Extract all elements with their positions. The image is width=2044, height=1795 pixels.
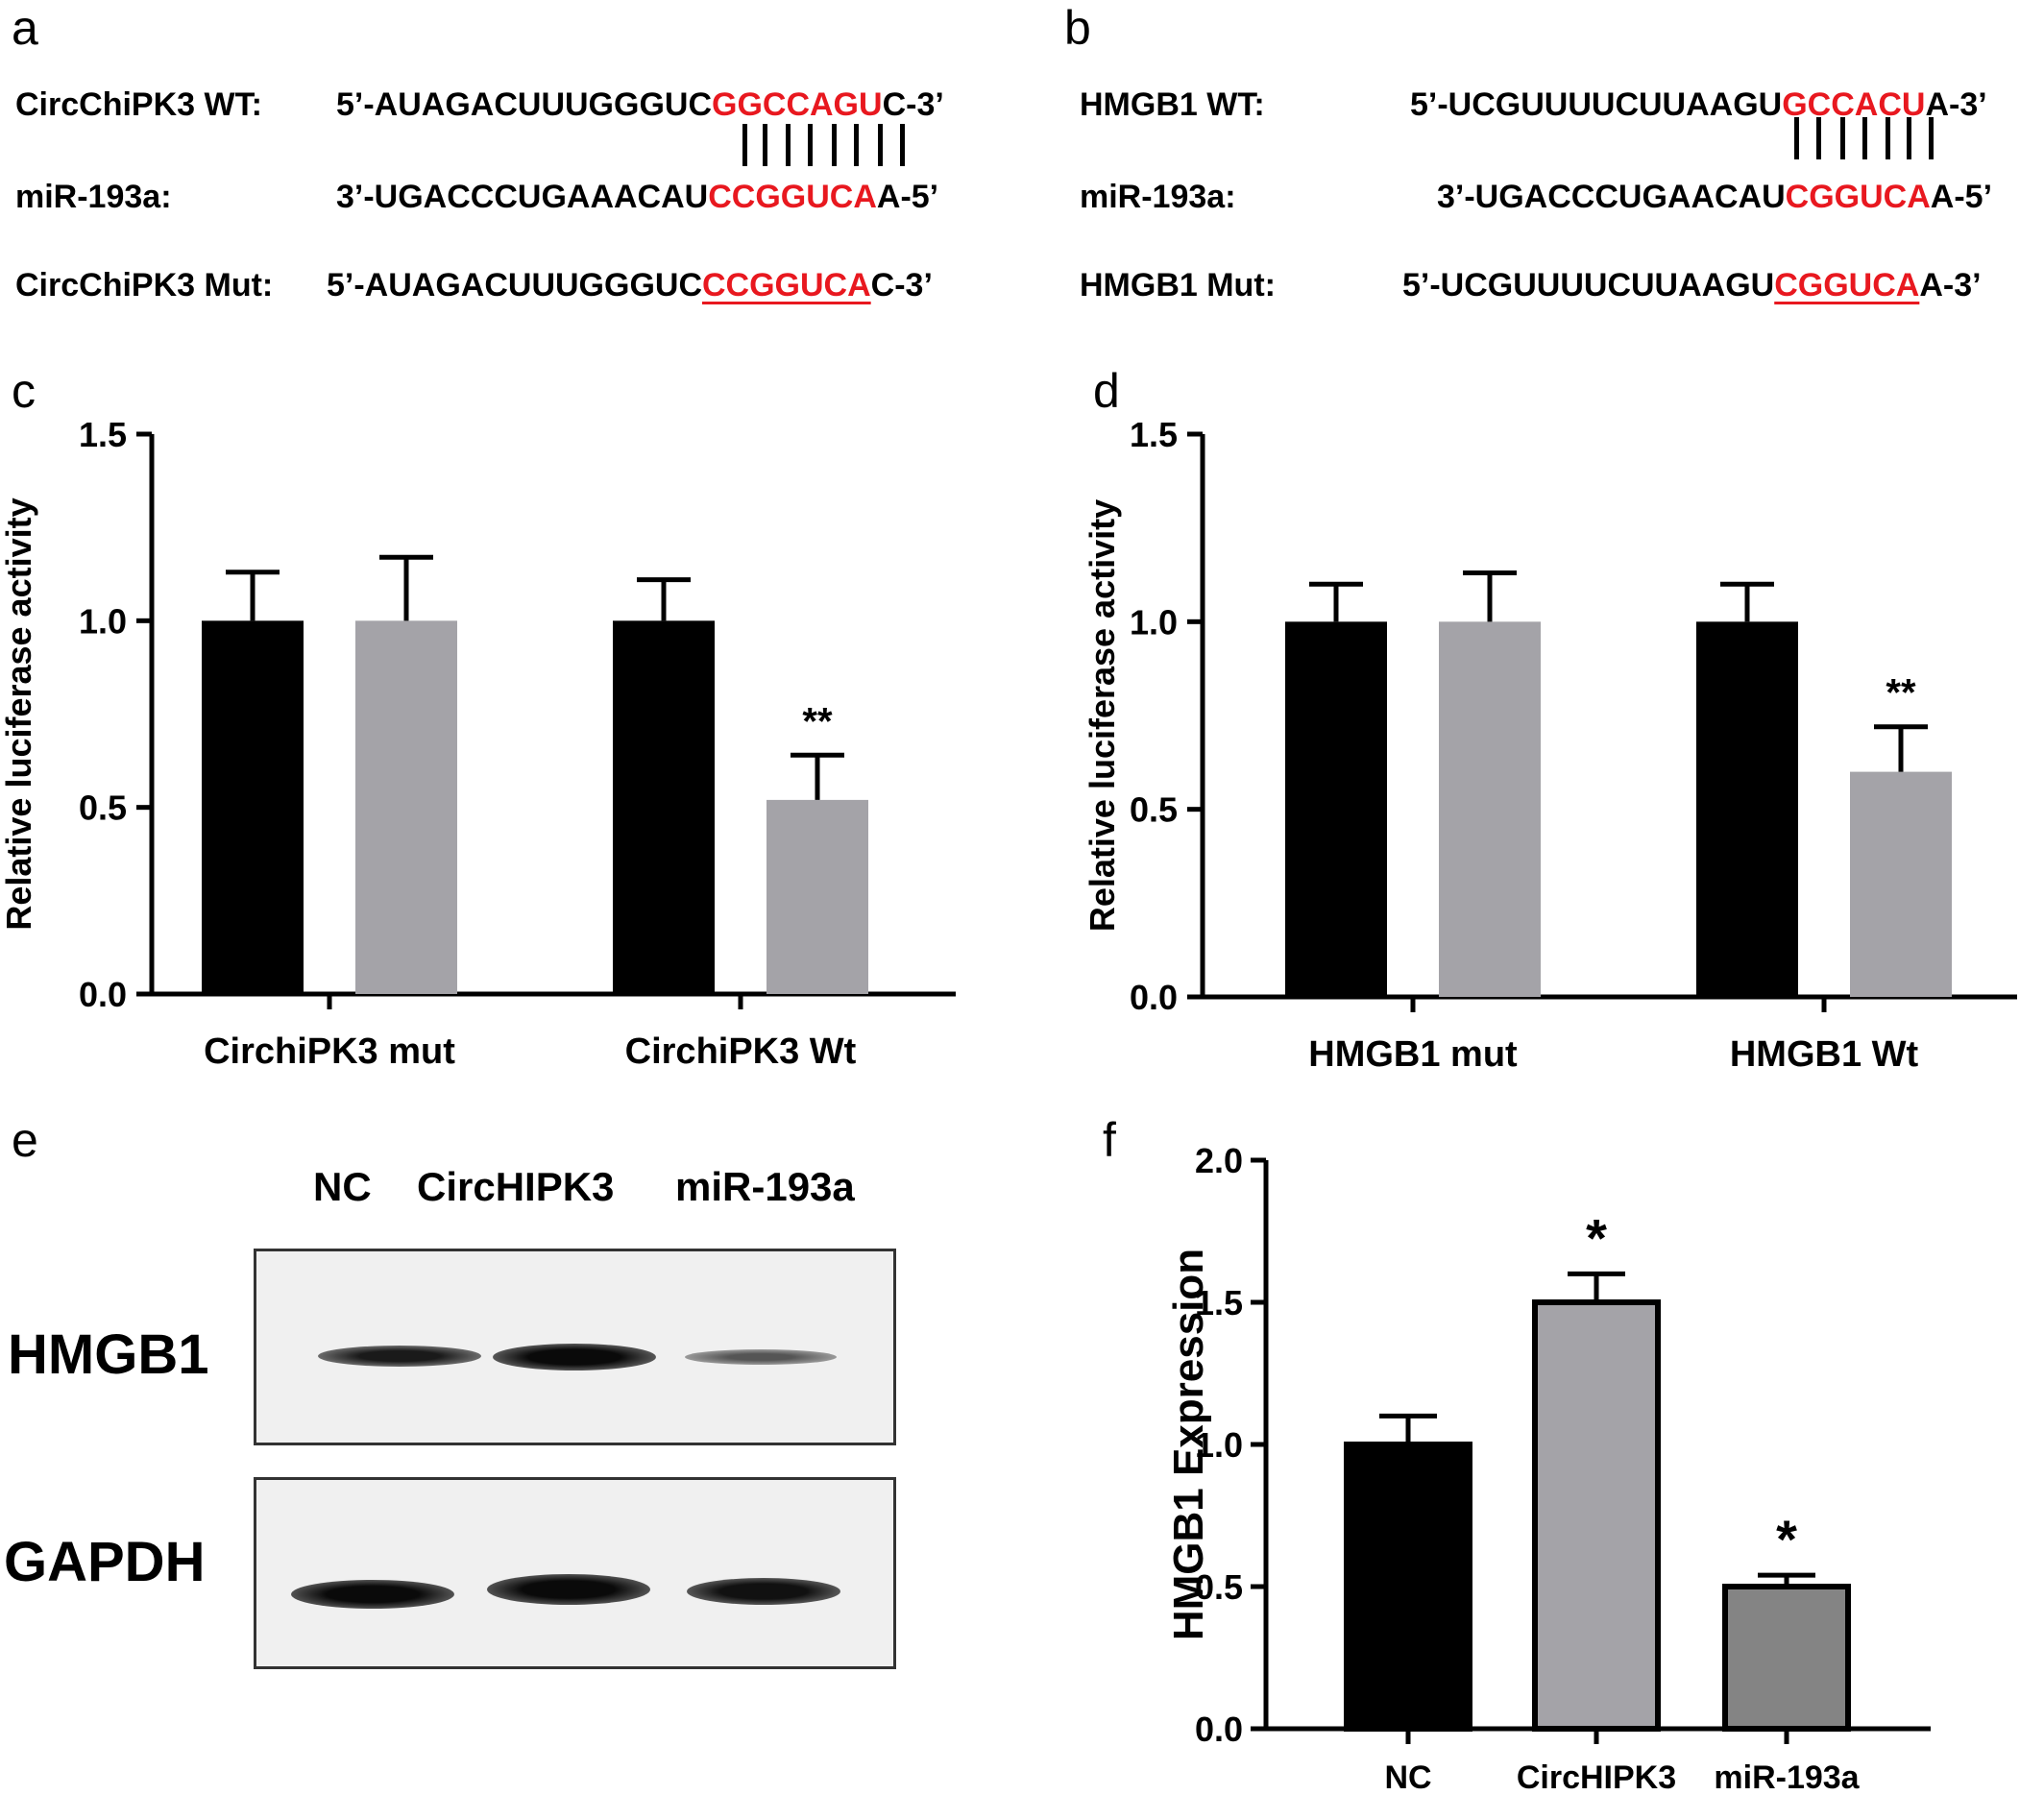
seq-label-hmgb1-mut: HMGB1 Mut: xyxy=(1080,267,1276,303)
chart-c: 0.0 0.5 1.0 1.5 Relative luciferase activity… xyxy=(0,415,956,1072)
bar xyxy=(1439,621,1541,997)
x-tick-label: HMGB1 Wt xyxy=(1730,1034,1919,1075)
seq-label-hmgb1-wt: HMGB1 WT: xyxy=(1080,86,1265,123)
seq-mir-b: 3’-UGACCCUGAACAUCGGUCAA-5’ xyxy=(1437,179,1993,215)
panel-letter-a: a xyxy=(12,1,38,55)
band-gapdh-mir193a xyxy=(687,1578,840,1605)
y-tick-label: 0.5 xyxy=(1130,790,1178,830)
significance-label: * xyxy=(1586,1207,1607,1268)
seq-label-circ-mut: CircChiPK3 Mut: xyxy=(15,267,274,303)
bar xyxy=(202,620,304,994)
y-axis-label: HMGB1 Expression xyxy=(1165,1249,1212,1640)
panel-letter-f: f xyxy=(1103,1113,1116,1167)
y-axis-label: Relative luciferase activity xyxy=(1085,499,1122,932)
band-hmgb1-circhipk3 xyxy=(493,1344,656,1371)
lane-label-circhipk3: CircHIPK3 xyxy=(417,1164,615,1209)
chart-d: 0.0 0.5 1.0 1.5 Relative luciferase activity… xyxy=(1085,415,2017,1075)
blot-label-gapdh: GAPDH xyxy=(4,1531,206,1593)
significance-label: ** xyxy=(1886,672,1916,715)
seq-hmgb1-wt: 5’-UCGUUUUCUUAAGUGCCACUA-3’ xyxy=(1410,86,1987,123)
band-gapdh-circhipk3 xyxy=(487,1574,650,1605)
bar xyxy=(1722,1584,1851,1732)
panel-letter-c: c xyxy=(12,364,36,418)
y-tick-label: 1.5 xyxy=(1130,415,1178,454)
chart-f: 0.0 0.5 1.0 1.5 2.0 HMGB1 Expression NC CircHIP… xyxy=(1165,1141,1931,1795)
band-hmgb1-nc xyxy=(318,1346,481,1367)
lane-label-nc: NC xyxy=(313,1164,372,1209)
significance-label: ** xyxy=(802,700,833,742)
bar xyxy=(1850,771,1952,997)
x-tick-label: miR-193a xyxy=(1714,1759,1860,1795)
y-tick-label: 0.5 xyxy=(1195,1567,1243,1607)
bar xyxy=(613,620,715,994)
seq-circ-mut: 5’-AUAGACUUUGGGUCCCGGUCAC-3’ xyxy=(327,267,933,303)
bar xyxy=(1532,1299,1661,1732)
bar xyxy=(1344,1442,1472,1732)
seq-label-mir-a: miR-193a: xyxy=(15,179,172,215)
y-tick-label: 1.5 xyxy=(79,415,127,454)
x-tick-label: CircHIPK3 xyxy=(1517,1759,1676,1795)
y-axis-label: Relative luciferase activity xyxy=(0,497,38,930)
seq-hmgb1-mut: 5’-UCGUUUUCUUAAGUCGGUCAA-3’ xyxy=(1402,267,1982,303)
x-tick-label: CirchiPK3 mut xyxy=(204,1031,455,1072)
bar xyxy=(766,799,868,994)
y-tick-label: 0.0 xyxy=(1195,1710,1243,1749)
seq-mir-a: 3’-UGACCCUGAAACAUCCGGUCAA-5’ xyxy=(336,179,939,215)
bar xyxy=(1285,621,1387,997)
bar xyxy=(355,620,457,994)
x-tick-label: HMGB1 mut xyxy=(1308,1034,1518,1075)
panel-letter-e: e xyxy=(12,1113,38,1167)
blot-label-hmgb1: HMGB1 xyxy=(8,1323,209,1386)
blot-membrane-hmgb1 xyxy=(254,1249,896,1445)
panel-letter-b: b xyxy=(1064,1,1091,55)
seq-circ-wt: 5’-AUAGACUUUGGGUCGGCCAGUC-3’ xyxy=(336,86,944,123)
seq-label-circ-wt: CircChiPK3 WT: xyxy=(15,86,262,123)
y-tick-label: 1.0 xyxy=(1130,602,1178,642)
x-tick-label: NC xyxy=(1384,1759,1431,1795)
y-tick-label: 0.0 xyxy=(1130,978,1178,1017)
y-tick-label: 2.0 xyxy=(1195,1141,1243,1180)
band-gapdh-nc xyxy=(291,1580,454,1609)
y-tick-label: 0.0 xyxy=(79,975,127,1014)
y-tick-label: 1.0 xyxy=(1195,1425,1243,1465)
y-tick-label: 1.5 xyxy=(1195,1283,1243,1322)
blot-membrane-gapdh xyxy=(254,1477,896,1669)
panel-letter-d: d xyxy=(1093,364,1120,418)
y-tick-label: 0.5 xyxy=(79,788,127,828)
x-tick-label: CirchiPK3 Wt xyxy=(625,1031,857,1072)
lane-label-mir193a: miR-193a xyxy=(675,1164,855,1209)
seq-label-mir-b: miR-193a: xyxy=(1080,179,1236,215)
band-hmgb1-mir193a xyxy=(685,1349,837,1365)
y-tick-label: 1.0 xyxy=(79,601,127,641)
significance-label: * xyxy=(1776,1509,1797,1569)
bar xyxy=(1696,621,1798,997)
